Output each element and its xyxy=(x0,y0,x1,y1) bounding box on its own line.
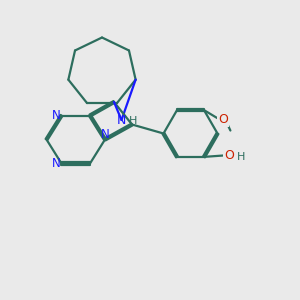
Text: N: N xyxy=(117,113,126,127)
Text: H: H xyxy=(236,152,245,162)
Text: N: N xyxy=(52,109,61,122)
Text: O: O xyxy=(224,149,234,162)
Text: N: N xyxy=(52,157,61,170)
Text: H: H xyxy=(129,116,137,127)
Text: N: N xyxy=(101,128,110,141)
Text: O: O xyxy=(218,112,228,126)
